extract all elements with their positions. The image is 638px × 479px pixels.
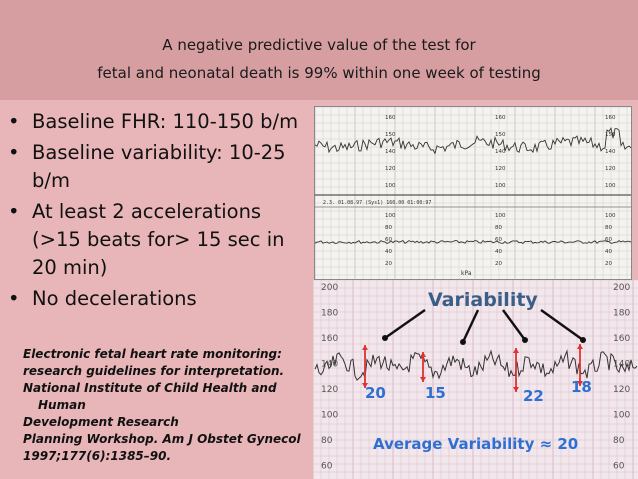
red-arrow-head	[362, 345, 368, 350]
red-arrow-head	[513, 348, 519, 353]
slide-title-line-2: fetal and neonatal death is 99% within o…	[97, 64, 541, 82]
var-tick-label-right: 200	[613, 283, 630, 293]
bullet-baseline-fhr: • Baseline FHR: 110-150 b/m	[8, 110, 299, 133]
ref-line: National Institute of Child Health and H…	[23, 381, 277, 412]
var-tick-label-left: 200	[321, 283, 338, 293]
bullet-text: Baseline variability: 10-25	[32, 141, 286, 164]
strip-tick-label: 60	[385, 237, 392, 243]
red-arrow-head	[577, 381, 583, 386]
strip-tick-label: 20	[385, 261, 392, 267]
pointer-arrow	[502, 309, 526, 341]
strip-tick-label: 100	[385, 213, 396, 219]
strip-tick-label: 20	[495, 261, 502, 267]
var-tick-label-left: 160	[321, 334, 338, 344]
variability-value-label: 20	[365, 384, 386, 402]
ctg-strip-image: 2.3. 01.08.97 (Sys1) 160.00 01:00:97 kPa…	[314, 106, 632, 280]
bullet-baseline-variability: • Baseline variability: 10-25 b/m	[8, 141, 286, 192]
ref-line: 1997;177(6):1385–90.	[23, 449, 172, 463]
pointer-arrow-head	[460, 339, 466, 345]
var-tick-label-left: 60	[321, 462, 333, 472]
strip-tick-label: 160	[385, 115, 396, 121]
strip-tick-label: 140	[385, 149, 396, 155]
slide-title-line-1: A negative predictive value of the test …	[162, 36, 476, 54]
fhr-trace	[315, 127, 631, 155]
ctg-strip-svg: 2.3. 01.08.97 (Sys1) 160.00 01:00:97 kPa…	[315, 107, 631, 279]
pointer-arrow	[540, 309, 584, 341]
strip-tick-label: 150	[605, 132, 616, 138]
title-band	[0, 0, 638, 100]
red-arrow-head	[513, 387, 519, 392]
ref-line: Planning Workshop. Am J Obstet Gynecol	[23, 432, 301, 446]
strip-tick-label: 100	[605, 213, 616, 219]
bullet-text-cont: (>15 beats for> 15 sec in	[32, 228, 285, 251]
pointer-arrow-head	[382, 335, 388, 341]
strip-tick-label: 120	[495, 166, 506, 172]
red-arrow-head	[420, 377, 426, 382]
red-arrow-head	[420, 352, 426, 357]
strip-tick-label: 100	[385, 183, 396, 189]
strip-tick-label: 150	[495, 132, 506, 138]
strip-tick-label: 60	[495, 237, 502, 243]
var-tick-label-right: 140	[613, 360, 630, 370]
var-tick-label-right: 160	[613, 334, 630, 344]
var-tick-label-left: 140	[321, 360, 338, 370]
strip-tick-label: 80	[495, 225, 502, 231]
variability-value-label: 15	[425, 384, 446, 402]
strip-tick-label: 100	[495, 183, 506, 189]
variability-value-label: 22	[523, 387, 544, 405]
strip-tick-label: 160	[605, 115, 616, 121]
pointer-arrow-head	[580, 337, 586, 343]
fhr-trace	[314, 349, 638, 381]
variability-chart-image: 200 200 180 180 160 160 140 140 120 120 100 100 80 80…	[313, 280, 638, 479]
bullet-no-decelerations: • No decelerations	[8, 287, 197, 310]
strip-tick-label: 120	[385, 166, 396, 172]
pointer-arrow-head	[522, 337, 528, 343]
strip-tick-label: 100	[495, 213, 506, 219]
uterine-trace	[315, 239, 631, 245]
var-tick-label-right: 100	[613, 411, 630, 421]
reference-citation: Electronic fetal heart rate monitoring: …	[8, 346, 308, 465]
strip-tick-label: 40	[605, 249, 612, 255]
bullet-text: Baseline FHR: 110-150 b/m	[32, 110, 299, 133]
strip-tick-label: 140	[605, 149, 616, 155]
var-tick-label-right: 80	[613, 436, 625, 446]
strip-tick-label: 40	[495, 249, 502, 255]
bullet-text-cont: b/m	[32, 169, 70, 192]
strip-tick-label: 80	[385, 225, 392, 231]
strip-tick-label: 80	[605, 225, 612, 231]
var-tick-label-left: 180	[321, 309, 338, 319]
strip-tick-label: 100	[605, 183, 616, 189]
var-tick-label-left: 120	[321, 385, 338, 395]
strip-tick-label: 60	[605, 237, 612, 243]
strip-tick-label: 140	[495, 149, 506, 155]
pointer-arrow	[461, 309, 480, 343]
ref-line: Development Research	[23, 415, 179, 429]
variability-value-label: 18	[571, 378, 592, 396]
ref-line: Electronic fetal heart rate monitoring:	[23, 347, 282, 361]
var-tick-label-left: 80	[321, 436, 333, 446]
strip-tick-label: 150	[385, 132, 396, 138]
var-tick-label-right: 120	[613, 385, 630, 395]
var-tick-label-right: 60	[613, 462, 625, 472]
strip-tick-label: 120	[605, 166, 616, 172]
pointer-arrow	[384, 309, 426, 339]
bullet-accelerations: • At least 2 accelerations (>15 beats for>…	[8, 200, 285, 279]
bullet-text-cont: 20 min)	[32, 256, 108, 279]
strip-header-text: 2.3. 01.08.97 (Sys1) 160.00 01:00:97	[323, 200, 431, 206]
ref-line: research guidelines for interpretation.	[23, 364, 285, 378]
variability-title: Variability	[428, 289, 538, 311]
criteria-list: • Baseline FHR: 110-150 b/m • Baseline var…	[6, 108, 306, 316]
red-arrow-head	[362, 383, 368, 388]
average-variability-label: Average Variability ≈ 20	[373, 435, 578, 453]
strip-tick-label: 20	[605, 261, 612, 267]
red-arrow-head	[577, 344, 583, 349]
var-tick-label-left: 100	[321, 411, 338, 421]
bullet-text: No decelerations	[32, 287, 197, 310]
strip-tick-label: 160	[495, 115, 506, 121]
variability-svg: 200 200 180 180 160 160 140 140 120 120 100 100 80 80…	[313, 280, 638, 479]
strip-axis-unit: kPa	[461, 270, 472, 277]
var-tick-label-right: 180	[613, 309, 630, 319]
strip-tick-label: 40	[385, 249, 392, 255]
bullet-text: At least 2 accelerations	[32, 200, 262, 223]
